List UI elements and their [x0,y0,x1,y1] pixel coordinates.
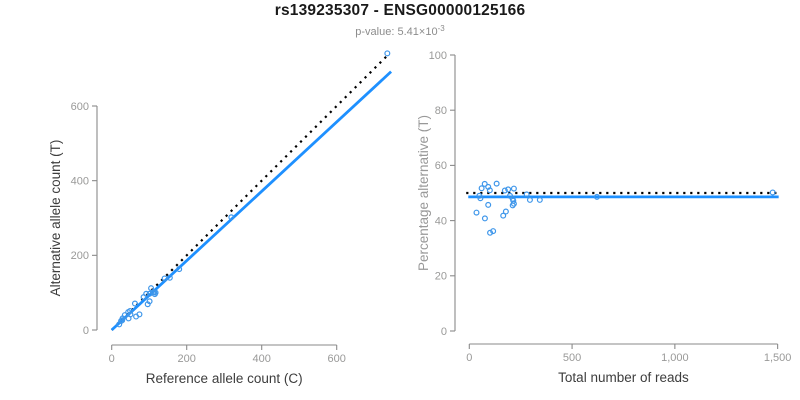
counts-scatter-y-axis [92,105,98,331]
identity-line [110,54,389,331]
data-point [505,186,512,193]
data-point [510,200,517,207]
percentage-scatter-y-axis [450,54,456,332]
data-point [769,189,776,196]
data-point [136,311,143,318]
x-tick-label: 1,500 [764,352,792,364]
data-point [143,290,150,297]
data-point [523,191,530,198]
y-tick-label: 80 [435,105,447,117]
data-point [493,180,500,187]
y-tick-label: 400 [71,175,89,187]
x-tick-label: 0 [109,353,115,365]
y-tick-label: 60 [435,160,447,172]
data-point [486,187,493,194]
y-tick-label: 600 [71,101,89,113]
percentage-scatter-ylabel: Percentage alternative (T) [416,115,431,271]
data-point [536,196,543,203]
data-point [176,266,183,273]
data-point [501,187,508,194]
x-tick-label: 0 [466,352,472,364]
data-point [127,307,134,314]
counts-scatter-xlabel: Reference allele count (C) [146,371,303,386]
data-point [166,274,173,281]
percentage-scatter-panel: 0 20 40 60 80 100 0 500 1,000 1,500 Total number o… [416,50,791,385]
counts-scatter-ylabel: Alternative allele count (T) [48,140,63,297]
data-point [500,212,507,219]
y-tick-label: 20 [435,271,447,283]
data-point [477,195,484,202]
data-point [473,209,480,216]
data-point [478,185,485,192]
data-point [481,215,488,222]
data-point [131,300,138,307]
data-point [121,312,128,319]
data-point [384,50,391,57]
y-tick-label: 200 [71,250,89,262]
x-tick-label: 600 [328,353,346,365]
data-point [485,201,492,208]
fit-line [110,70,393,332]
percentage-scatter-xlabel: Total number of reads [558,370,689,385]
counts-scatter-points [116,50,391,328]
y-tick-label: 100 [429,50,447,62]
data-point [487,229,494,236]
percentage-scatter-points [473,180,776,236]
data-point [152,289,159,296]
x-tick-label: 1,000 [661,352,689,364]
x-tick-label: 200 [178,353,196,365]
data-point [146,298,153,305]
counts-scatter-panel: 0 200 400 600 0 200 400 600 Reference allele cou… [48,50,393,386]
data-point [228,214,235,221]
y-tick-label: 0 [83,325,89,337]
data-point [490,228,497,235]
x-tick-label: 500 [563,352,581,364]
y-tick-label: 40 [435,215,447,227]
y-tick-label: 0 [441,326,447,338]
data-point [526,196,533,203]
data-point [502,208,509,215]
x-tick-label: 400 [253,353,271,365]
data-point [127,311,134,318]
data-point [593,193,600,200]
counts-scatter-x-axis [111,344,338,350]
percentage-scatter-x-axis [468,343,779,349]
data-point [510,185,517,192]
data-point [481,180,488,187]
